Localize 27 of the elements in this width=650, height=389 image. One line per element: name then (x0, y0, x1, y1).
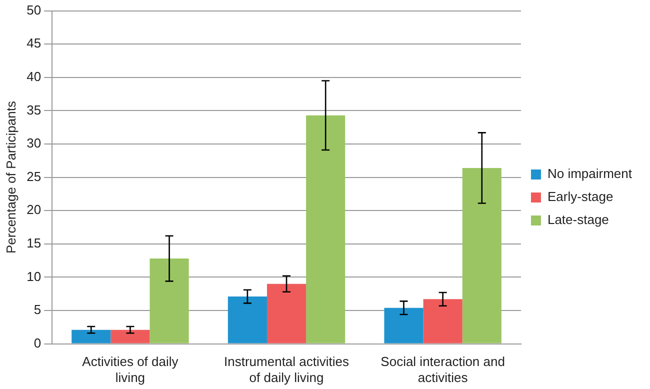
y-tick-label: 20 (26, 202, 42, 218)
bar (266, 284, 306, 344)
bar (384, 308, 424, 344)
legend-label: No impairment (547, 166, 632, 182)
bar (72, 330, 111, 344)
y-tick-label: 25 (26, 168, 42, 184)
bar (462, 168, 502, 344)
bar (423, 299, 462, 344)
y-tick-label: 45 (26, 36, 42, 51)
bar (150, 258, 189, 344)
y-tick-label: 5 (34, 302, 42, 318)
bar (306, 115, 346, 344)
y-tick-label: 15 (26, 235, 42, 250)
bar (110, 330, 150, 344)
y-axis-title: Percentage of Participants (3, 100, 18, 254)
bar (228, 296, 267, 344)
x-tick-label: Activities of daily living (82, 354, 179, 385)
y-tick-label: 0 (34, 335, 42, 350)
x-tick-label: Instrumental activities of daily living (224, 354, 350, 385)
y-tick-label: 35 (26, 102, 42, 118)
y-tick-label: 50 (26, 2, 42, 18)
y-tick-label: 10 (26, 268, 42, 284)
y-tick-label: 40 (26, 68, 42, 84)
x-tick-label: Social interaction and activities (380, 354, 505, 385)
y-tick-label: 30 (26, 136, 42, 151)
legend-label: Late-stage (547, 212, 609, 228)
legend-label: Early-stage (547, 189, 614, 204)
